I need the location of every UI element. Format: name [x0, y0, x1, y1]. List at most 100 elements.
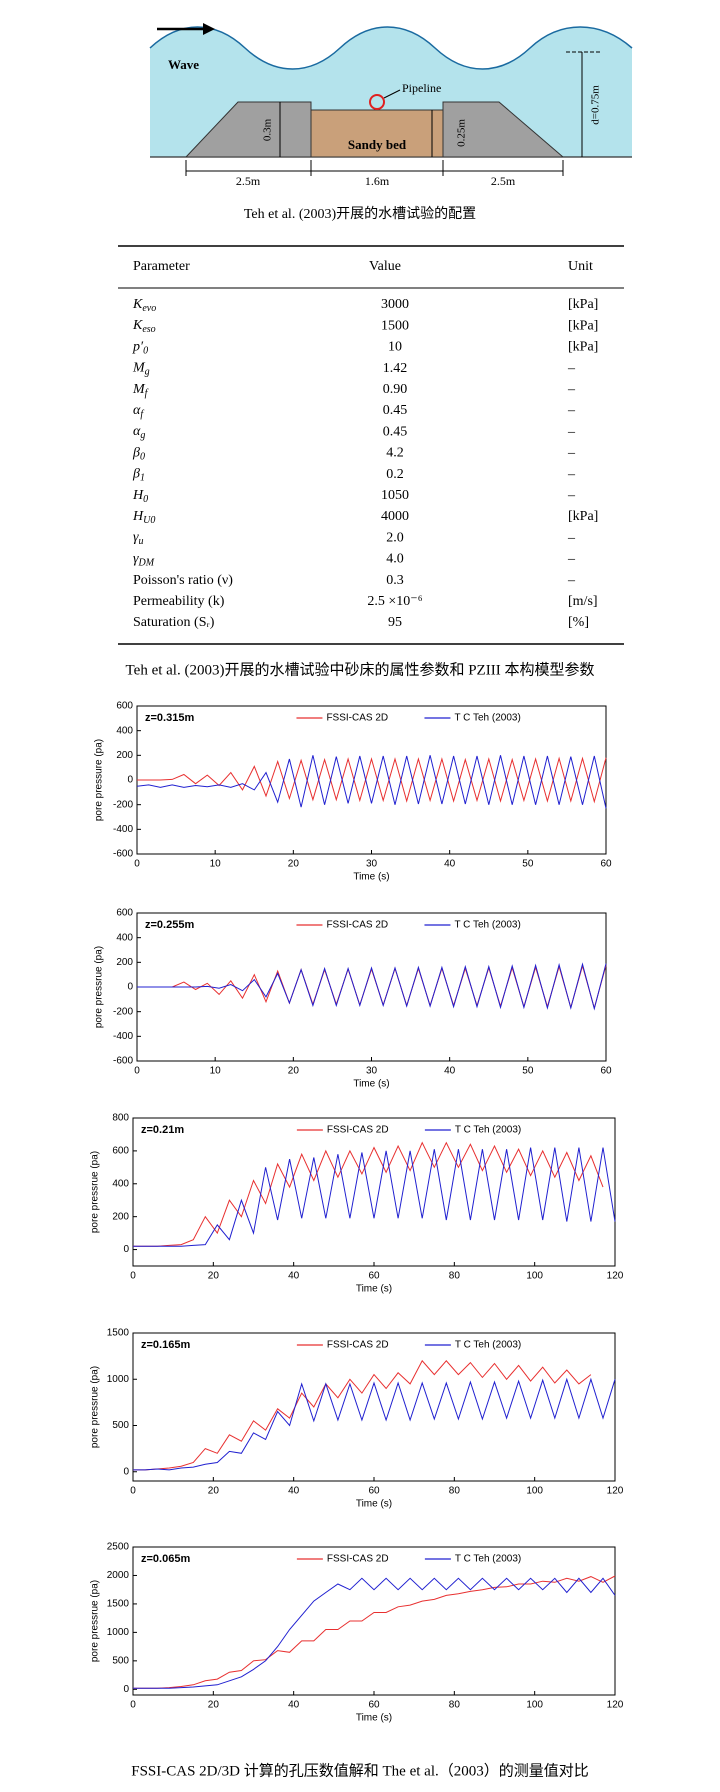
x-tick-label: 0: [134, 859, 140, 870]
depth-label: d=0.75m: [590, 85, 602, 125]
symbol: β: [132, 446, 140, 461]
series-line: [137, 962, 607, 1011]
parameter-unit: –: [567, 446, 576, 461]
annotation: z=0.065m: [141, 1553, 190, 1565]
x-tick-label: 60: [368, 1486, 380, 1497]
y-tick-label: 500: [112, 1655, 129, 1666]
symbol: K: [132, 318, 143, 333]
pipeline-pointer: [383, 89, 401, 99]
parameter-unit: –: [567, 488, 576, 503]
wave-arrow-head: [203, 23, 215, 35]
legend-label: FSSI-CAS 2D: [326, 713, 388, 724]
y-tick-label: 0: [123, 1466, 129, 1477]
subscript: u: [139, 536, 144, 547]
series-line: [136, 755, 607, 809]
symbol: H: [132, 509, 144, 524]
y-tick-label: 400: [112, 1178, 129, 1189]
parameter-symbol: Mf: [132, 382, 149, 399]
parameter-unit: –: [567, 424, 576, 439]
symbol: M: [132, 361, 146, 376]
x-tick-label: 40: [288, 1271, 300, 1282]
parameter-symbol: γu: [133, 530, 144, 547]
right-berm: [442, 101, 565, 158]
y-tick-label: 2000: [107, 1570, 130, 1581]
y-tick-label: 600: [116, 908, 133, 919]
subscript: 0: [140, 452, 145, 463]
plot-area: [132, 1117, 616, 1267]
subscript: U0: [143, 515, 155, 526]
x-tick-label: 0: [130, 1486, 136, 1497]
table-header: Value: [369, 259, 401, 274]
x-tick-label: 60: [600, 1066, 612, 1077]
y-tick-label: 0: [127, 982, 133, 993]
y-tick-label: 400: [116, 932, 133, 943]
legend-label: FSSI-CAS 2D: [327, 1340, 389, 1351]
plot-area: [132, 1546, 616, 1696]
annotation: z=0.255m: [145, 919, 194, 931]
flume-diagram: Wave Pipeline Sandy bed 0.3m 0.25m d=0.7…: [149, 23, 633, 188]
series-line: [133, 1359, 592, 1471]
x-tick-label: 80: [449, 1271, 461, 1282]
annotation: z=0.21m: [141, 1124, 184, 1136]
symbol: β: [132, 467, 140, 482]
y-tick-label: 200: [116, 957, 133, 968]
sandy-bed: [310, 109, 444, 158]
symbol: γ: [133, 530, 139, 545]
parameter-value: 3000: [381, 297, 409, 312]
parameter-name: Poisson's ratio (ν): [133, 573, 233, 588]
parameter-value: 0.2: [386, 467, 404, 482]
y-tick-label: -400: [113, 824, 133, 835]
parameter-unit: –: [567, 573, 576, 588]
plot-area: [132, 1332, 616, 1482]
x-tick-label: 120: [607, 1700, 624, 1711]
parameter-unit: [%]: [568, 615, 589, 630]
annotation: z=0.315m: [145, 712, 194, 724]
y-tick-label: 600: [116, 701, 133, 712]
symbol: K: [132, 297, 143, 312]
subscript: 1: [140, 473, 145, 484]
bed-label: Sandy bed: [348, 137, 407, 152]
parameter-value: 10: [388, 340, 402, 355]
charts: 0 10 20 30 40 50 60-600-400-2000200400600Time …: [90, 701, 624, 1724]
parameter-unit: –: [567, 361, 576, 376]
parameter-value: 1500: [381, 318, 409, 333]
x-tick-label: 60: [368, 1700, 380, 1711]
parameter-symbol: Keso: [132, 318, 156, 335]
y-tick-label: 500: [112, 1420, 129, 1431]
symbol: p′: [132, 340, 144, 355]
y-axis-label: pore pressrue (pa): [94, 946, 105, 1028]
series-line: [133, 1377, 616, 1471]
x-tick-label: 80: [449, 1700, 461, 1711]
x-tick-label: 40: [444, 1066, 456, 1077]
x-tick-label: 120: [607, 1486, 624, 1497]
x-tick-label: 40: [288, 1700, 300, 1711]
y-tick-label: 800: [112, 1113, 129, 1124]
y-axis-label: pore pressrue (pa): [90, 1366, 101, 1448]
parameter-value: 0.3: [386, 573, 404, 588]
y-tick-label: 0: [127, 775, 133, 786]
x-tick-label: 30: [366, 859, 378, 870]
parameter-symbol: HU0: [132, 509, 155, 526]
wave-label: Wave: [168, 57, 199, 72]
subscript: 0: [143, 346, 148, 357]
subscript: g: [140, 430, 145, 441]
parameter-unit: –: [567, 403, 576, 418]
parameter-symbol: p′0: [132, 340, 148, 357]
figure-caption: Teh et al. (2003)开展的水槽试验的配置: [244, 206, 476, 222]
subscript: 0: [143, 494, 148, 505]
parameter-value: 0.45: [383, 403, 408, 418]
subscript: g: [145, 367, 150, 378]
parameter-unit: –: [567, 530, 576, 545]
legend-label: T C Teh (2003): [454, 920, 520, 931]
x-tick-label: 40: [288, 1486, 300, 1497]
parameter-value: 0.90: [383, 382, 408, 397]
y-tick-label: -400: [113, 1031, 133, 1042]
right-width-label: 2.5m: [491, 174, 516, 188]
y-tick-label: 600: [112, 1146, 129, 1157]
pipeline: [369, 94, 385, 110]
y-tick-label: 400: [116, 725, 133, 736]
parameter-value: 1050: [381, 488, 409, 503]
y-tick-label: -600: [113, 1056, 133, 1067]
series-line: [133, 1141, 604, 1247]
